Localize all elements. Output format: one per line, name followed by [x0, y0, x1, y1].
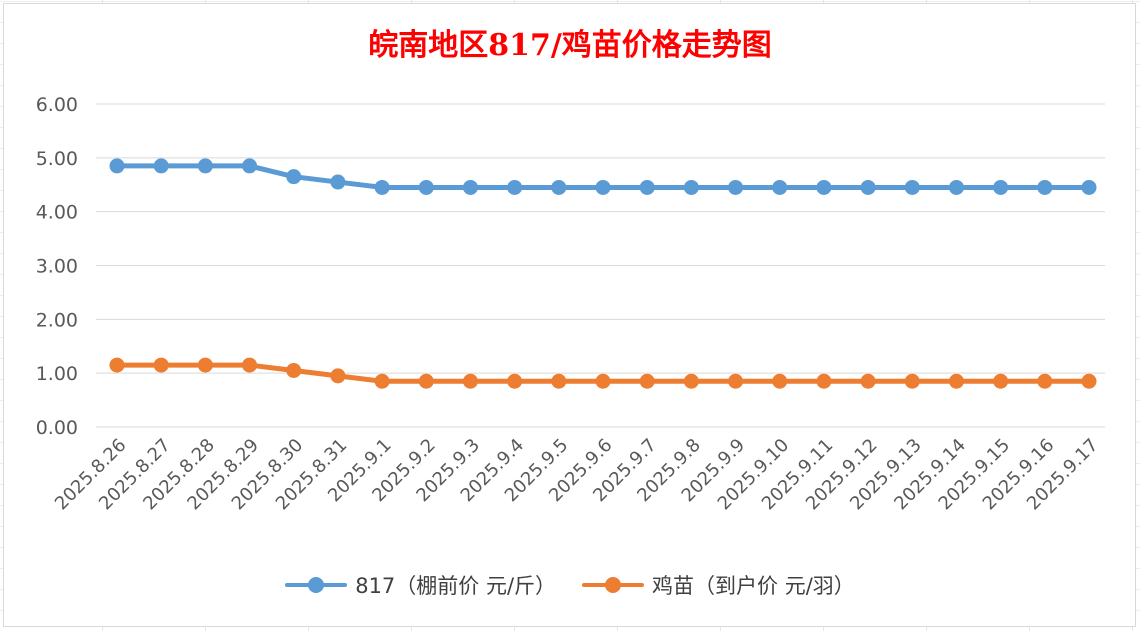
data-point	[595, 373, 611, 389]
data-point	[1081, 179, 1097, 195]
data-point	[374, 373, 390, 389]
data-point	[1081, 373, 1097, 389]
data-point	[904, 373, 920, 389]
data-point	[153, 158, 169, 174]
data-point	[418, 373, 434, 389]
data-point	[418, 179, 434, 195]
data-point	[551, 373, 567, 389]
data-point	[1037, 373, 1053, 389]
data-point	[330, 368, 346, 384]
data-point	[462, 373, 478, 389]
y-tick-label: 3.00	[36, 256, 78, 278]
legend-item-817: 817（棚前价 元/斤）	[285, 570, 556, 600]
y-tick-label: 4.00	[36, 202, 78, 224]
data-point	[507, 373, 523, 389]
legend-item-chick: 鸡苗（到户价 元/羽）	[582, 570, 855, 600]
data-point	[197, 158, 213, 174]
data-point	[904, 179, 920, 195]
data-point	[993, 373, 1009, 389]
data-point	[462, 179, 478, 195]
data-point	[772, 373, 788, 389]
data-point	[948, 373, 964, 389]
y-tick-label: 2.00	[36, 309, 78, 331]
data-point	[507, 179, 523, 195]
data-point	[109, 357, 125, 373]
data-point	[1037, 179, 1053, 195]
data-point	[948, 179, 964, 195]
data-point	[286, 362, 302, 378]
data-point	[728, 373, 744, 389]
data-point	[595, 179, 611, 195]
data-point	[197, 357, 213, 373]
data-point	[109, 158, 125, 174]
data-point	[153, 357, 169, 373]
chart-area	[3, 3, 1136, 627]
data-point	[683, 179, 699, 195]
y-tick-label: 5.00	[36, 148, 78, 170]
legend-label-817: 817（棚前价 元/斤）	[355, 574, 557, 598]
data-point	[639, 373, 655, 389]
legend: 817（棚前价 元/斤） 鸡苗（到户价 元/羽）	[0, 570, 1140, 600]
data-point	[728, 179, 744, 195]
chart-title: 皖南地区817/鸡苗价格走势图	[368, 28, 772, 63]
data-point	[860, 373, 876, 389]
legend-marker-chick	[582, 577, 645, 593]
legend-label-chick: 鸡苗（到户价 元/羽）	[652, 574, 855, 598]
y-tick-label: 1.00	[36, 363, 78, 385]
data-point	[551, 179, 567, 195]
data-point	[816, 373, 832, 389]
data-point	[639, 179, 655, 195]
y-tick-label: 0.00	[36, 417, 78, 439]
y-tick-label: 6.00	[36, 94, 78, 116]
legend-marker-817	[285, 577, 348, 593]
data-point	[374, 179, 390, 195]
data-point	[993, 179, 1009, 195]
data-point	[860, 179, 876, 195]
data-point	[683, 373, 699, 389]
data-point	[286, 169, 302, 185]
data-point	[242, 158, 258, 174]
data-point	[242, 357, 258, 373]
data-point	[772, 179, 788, 195]
data-point	[330, 174, 346, 190]
data-point	[816, 179, 832, 195]
